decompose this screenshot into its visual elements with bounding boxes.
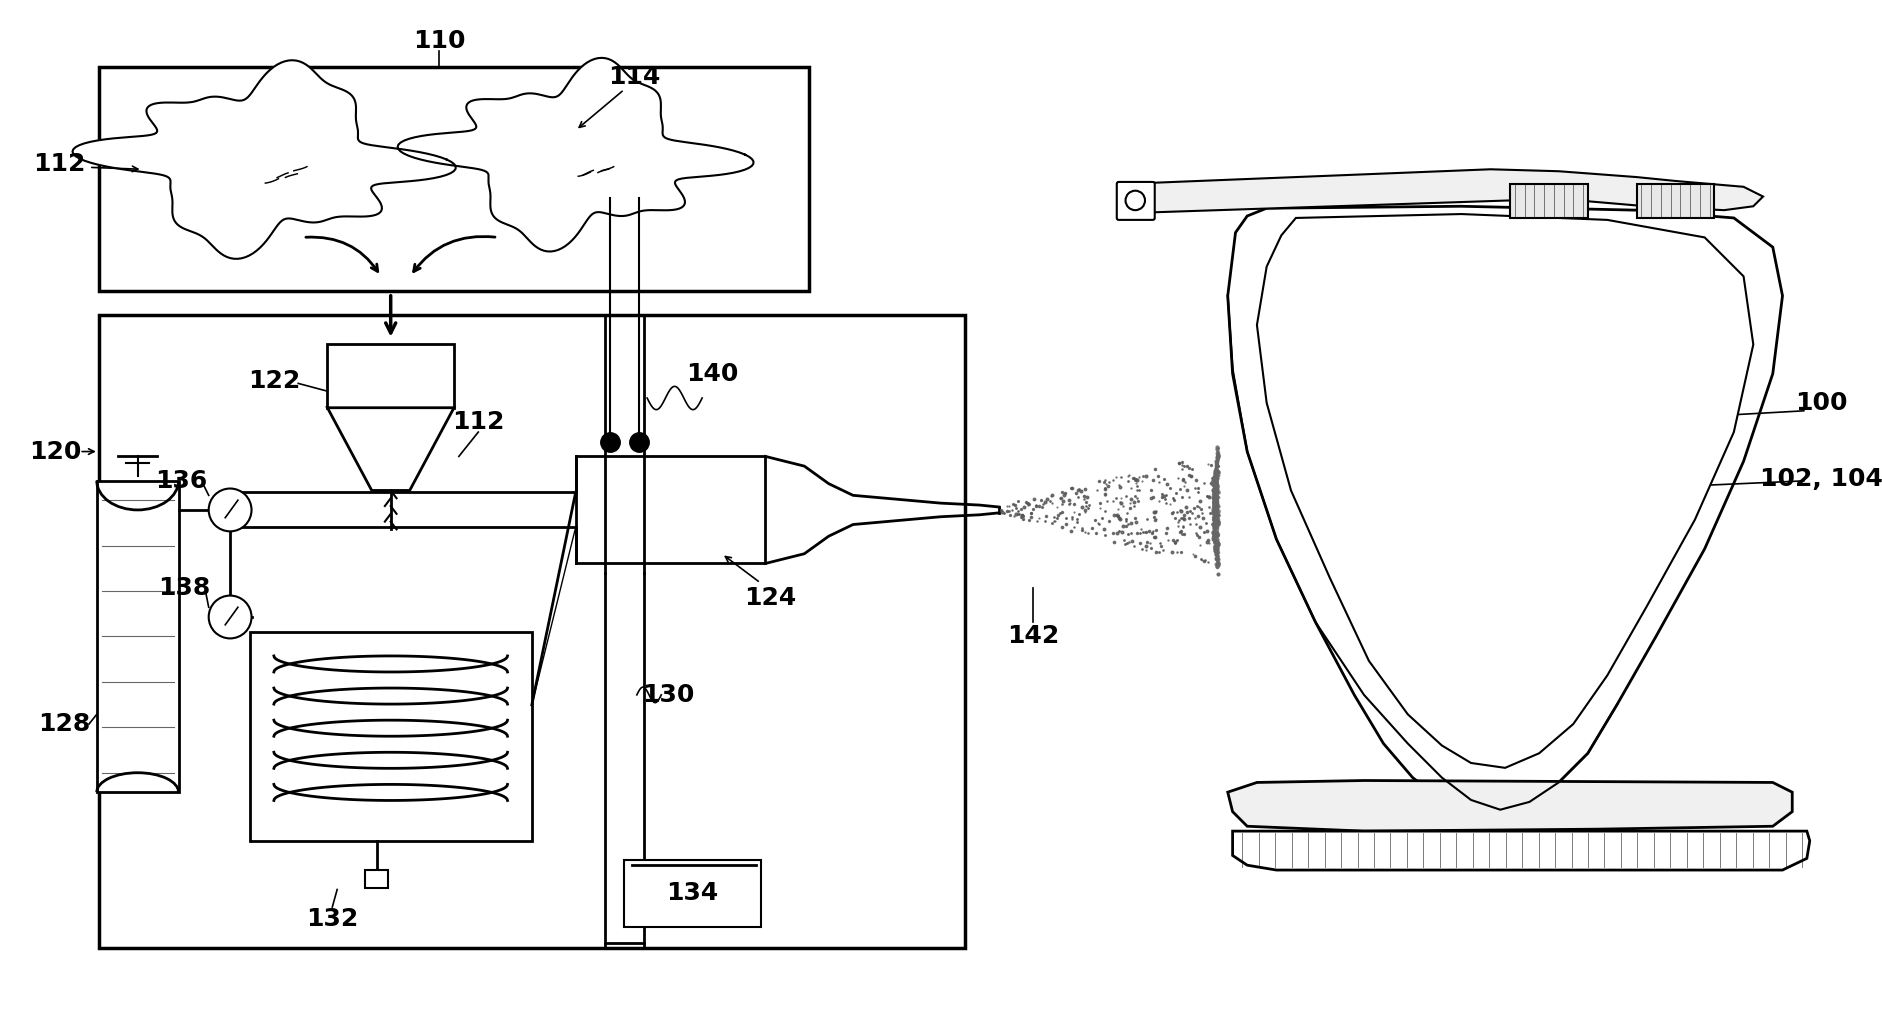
FancyBboxPatch shape [625, 861, 760, 927]
Text: 100: 100 [1795, 391, 1848, 415]
Text: 124: 124 [743, 586, 796, 610]
Polygon shape [1120, 170, 1763, 213]
FancyBboxPatch shape [576, 457, 766, 563]
FancyBboxPatch shape [1509, 184, 1588, 218]
Circle shape [209, 488, 252, 531]
Text: 142: 142 [1007, 624, 1060, 649]
Polygon shape [96, 481, 179, 792]
Text: 136: 136 [156, 469, 207, 492]
Text: 112: 112 [452, 410, 504, 434]
FancyBboxPatch shape [1637, 184, 1715, 218]
Text: 130: 130 [642, 683, 694, 706]
Circle shape [209, 596, 252, 638]
FancyBboxPatch shape [98, 316, 965, 948]
Text: 134: 134 [666, 881, 719, 905]
Text: 120: 120 [28, 439, 81, 464]
Polygon shape [397, 58, 753, 252]
Text: 140: 140 [685, 361, 738, 386]
Text: 114: 114 [608, 65, 661, 89]
FancyBboxPatch shape [250, 631, 533, 840]
Text: 132: 132 [307, 906, 358, 931]
Text: 122: 122 [248, 369, 299, 394]
FancyBboxPatch shape [365, 870, 388, 887]
Polygon shape [327, 408, 454, 490]
Text: 128: 128 [38, 713, 90, 736]
FancyBboxPatch shape [1116, 182, 1156, 220]
Text: 102, 104: 102, 104 [1760, 467, 1882, 491]
Text: 112: 112 [34, 152, 87, 177]
Polygon shape [1227, 206, 1782, 812]
Polygon shape [1233, 831, 1810, 870]
Polygon shape [73, 60, 455, 259]
Polygon shape [1257, 214, 1754, 768]
Polygon shape [1227, 781, 1792, 831]
FancyBboxPatch shape [98, 67, 809, 291]
FancyBboxPatch shape [327, 344, 454, 408]
Text: 110: 110 [414, 28, 465, 53]
Circle shape [1125, 191, 1144, 210]
Text: 138: 138 [158, 576, 211, 600]
